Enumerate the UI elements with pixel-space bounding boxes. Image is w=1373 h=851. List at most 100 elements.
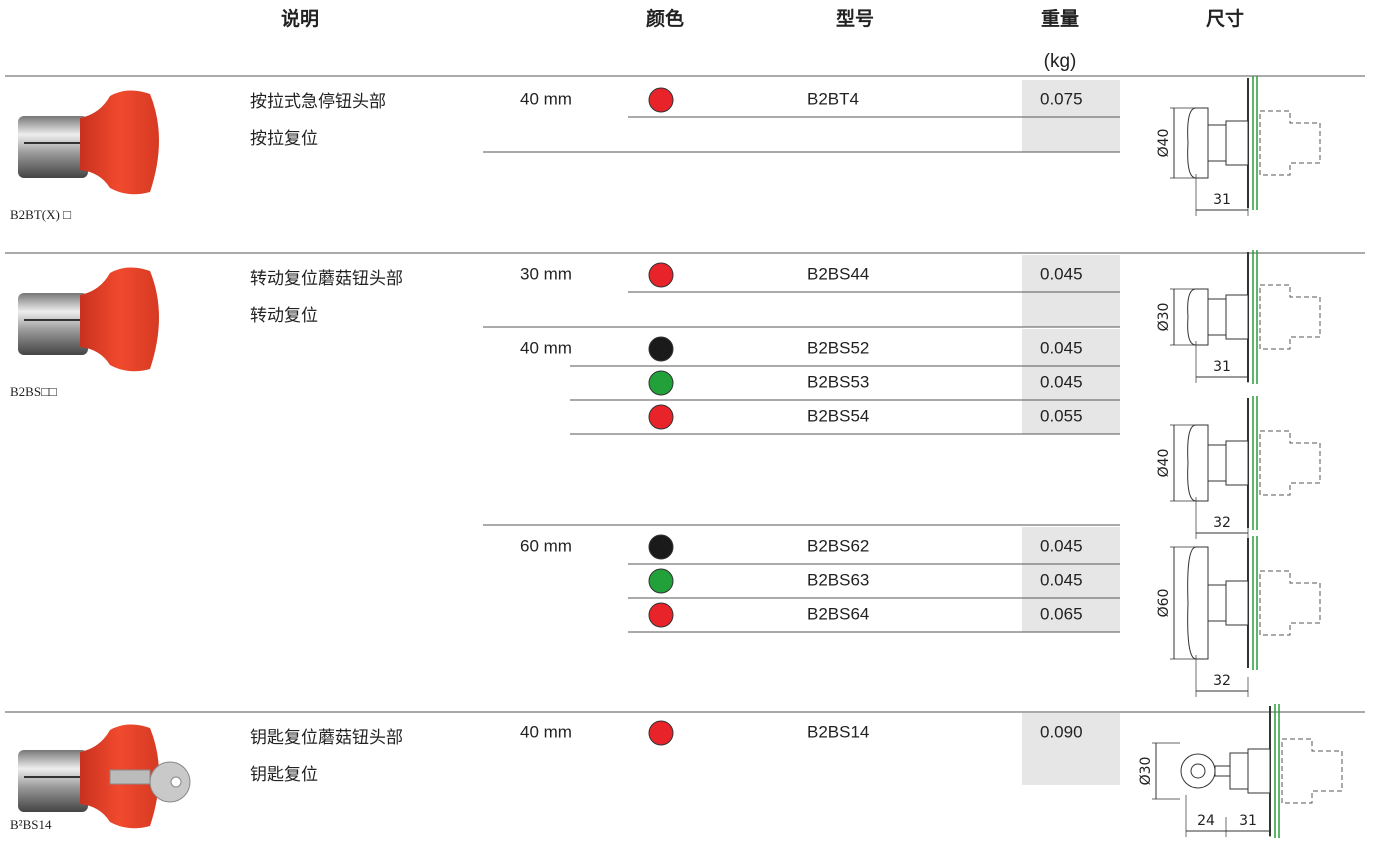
button-head (1187, 424, 1209, 502)
model: B2BS62 (807, 536, 869, 555)
weight: 0.075 (1040, 89, 1083, 108)
dimension-label: Ø40 (1156, 129, 1172, 158)
hidden-body (1259, 284, 1321, 350)
model: B2BS53 (807, 372, 869, 391)
weight: 0.045 (1040, 264, 1083, 283)
dimension-label: Ø60 (1156, 589, 1172, 618)
product-image (18, 267, 159, 372)
header-weight: 重量 (1041, 8, 1079, 30)
product-image (18, 724, 191, 829)
header-model: 型号 (836, 7, 874, 30)
image-caption: B²BS14 (10, 817, 52, 832)
hidden-body (1259, 110, 1321, 176)
weight-shade (1022, 713, 1120, 785)
color-dot (648, 87, 674, 113)
color-dot (648, 720, 674, 746)
model: B2BS54 (807, 406, 869, 425)
size: 40 mm (520, 338, 572, 357)
model: B2BT4 (807, 89, 859, 108)
image-caption: B2BS□□ (10, 384, 57, 399)
button-body (1207, 124, 1227, 162)
dimension-label: Ø30 (1156, 303, 1172, 332)
weight: 0.045 (1040, 536, 1083, 555)
metal-body (18, 116, 88, 178)
dimension-label: Ø30 (1138, 757, 1154, 786)
header-dimensions: 尺寸 (1206, 7, 1244, 30)
dimension-label: 24 (1197, 813, 1215, 829)
button-collar (1225, 294, 1249, 340)
model: B2BS63 (807, 570, 869, 589)
weight-shade (1022, 80, 1120, 152)
description: 转动复位蘑菇钮头部 (250, 269, 403, 288)
dimension-label: 32 (1213, 673, 1231, 689)
button-head (1187, 107, 1209, 179)
button-head (1187, 546, 1209, 660)
model: B2BS64 (807, 604, 869, 623)
button-body (1207, 584, 1227, 622)
dimension-label: 31 (1213, 192, 1231, 208)
button-body (1207, 444, 1227, 482)
key-head (149, 761, 191, 803)
metal-body (18, 293, 88, 355)
dimension-drawing: Ø40 32 (1156, 396, 1321, 539)
header-color: 颜色 (646, 7, 684, 30)
red-cap (80, 90, 159, 195)
description: 钥匙复位 (250, 765, 318, 784)
header-weight-unit: (kg) (1044, 51, 1077, 72)
weight-shade (1022, 527, 1120, 632)
model: B2BS52 (807, 338, 869, 357)
dimension-drawing: Ø30 24 31 (1138, 704, 1343, 838)
weight: 0.045 (1040, 570, 1083, 589)
button-body (1207, 298, 1227, 336)
product-image (18, 90, 159, 195)
weight: 0.045 (1040, 372, 1083, 391)
key-hole (1190, 763, 1206, 779)
button-collar (1247, 748, 1271, 794)
weight: 0.045 (1040, 338, 1083, 357)
color-dot (648, 262, 674, 288)
color-dot (648, 370, 674, 396)
size: 60 mm (520, 536, 572, 555)
key-hole (170, 776, 182, 788)
button-head (1187, 288, 1209, 346)
description: 按拉式急停钮头部 (250, 92, 386, 111)
key-blade (1214, 765, 1231, 777)
weight: 0.055 (1040, 406, 1083, 425)
hidden-body (1281, 738, 1343, 804)
metal-body (18, 750, 88, 812)
model: B2BS14 (807, 722, 869, 741)
size: 40 mm (520, 89, 572, 108)
weight: 0.065 (1040, 604, 1083, 623)
size: 40 mm (520, 722, 572, 741)
header-description: 说明 (281, 7, 319, 30)
button-collar (1225, 440, 1249, 486)
dimension-drawing: Ø60 32 (1156, 536, 1321, 697)
button-collar (1225, 120, 1249, 166)
button-body (1229, 752, 1249, 790)
dimension-label: 31 (1239, 813, 1257, 829)
image-caption: B2BT(X) □ (10, 207, 71, 222)
description: 钥匙复位蘑菇钮头部 (250, 728, 403, 747)
model: B2BS44 (807, 264, 869, 283)
color-dot (648, 336, 674, 362)
dimension-drawing: Ø40 31 (1156, 76, 1321, 216)
dimension-label: 32 (1213, 515, 1231, 531)
color-dot (648, 568, 674, 594)
color-dot (648, 534, 674, 560)
hidden-body (1259, 570, 1321, 636)
key-blade (109, 769, 151, 785)
button-collar (1225, 580, 1249, 626)
hidden-body (1259, 430, 1321, 496)
weight: 0.090 (1040, 722, 1083, 741)
description: 转动复位 (250, 306, 318, 325)
weight-shade (1022, 255, 1120, 327)
color-dot (648, 602, 674, 628)
weight-shade (1022, 329, 1120, 434)
dimension-label: Ø40 (1156, 449, 1172, 478)
description: 按拉复位 (250, 129, 318, 148)
size: 30 mm (520, 264, 572, 283)
color-dot (648, 404, 674, 430)
red-cap (80, 267, 159, 372)
dimension-drawing: Ø30 31 (1156, 250, 1321, 384)
